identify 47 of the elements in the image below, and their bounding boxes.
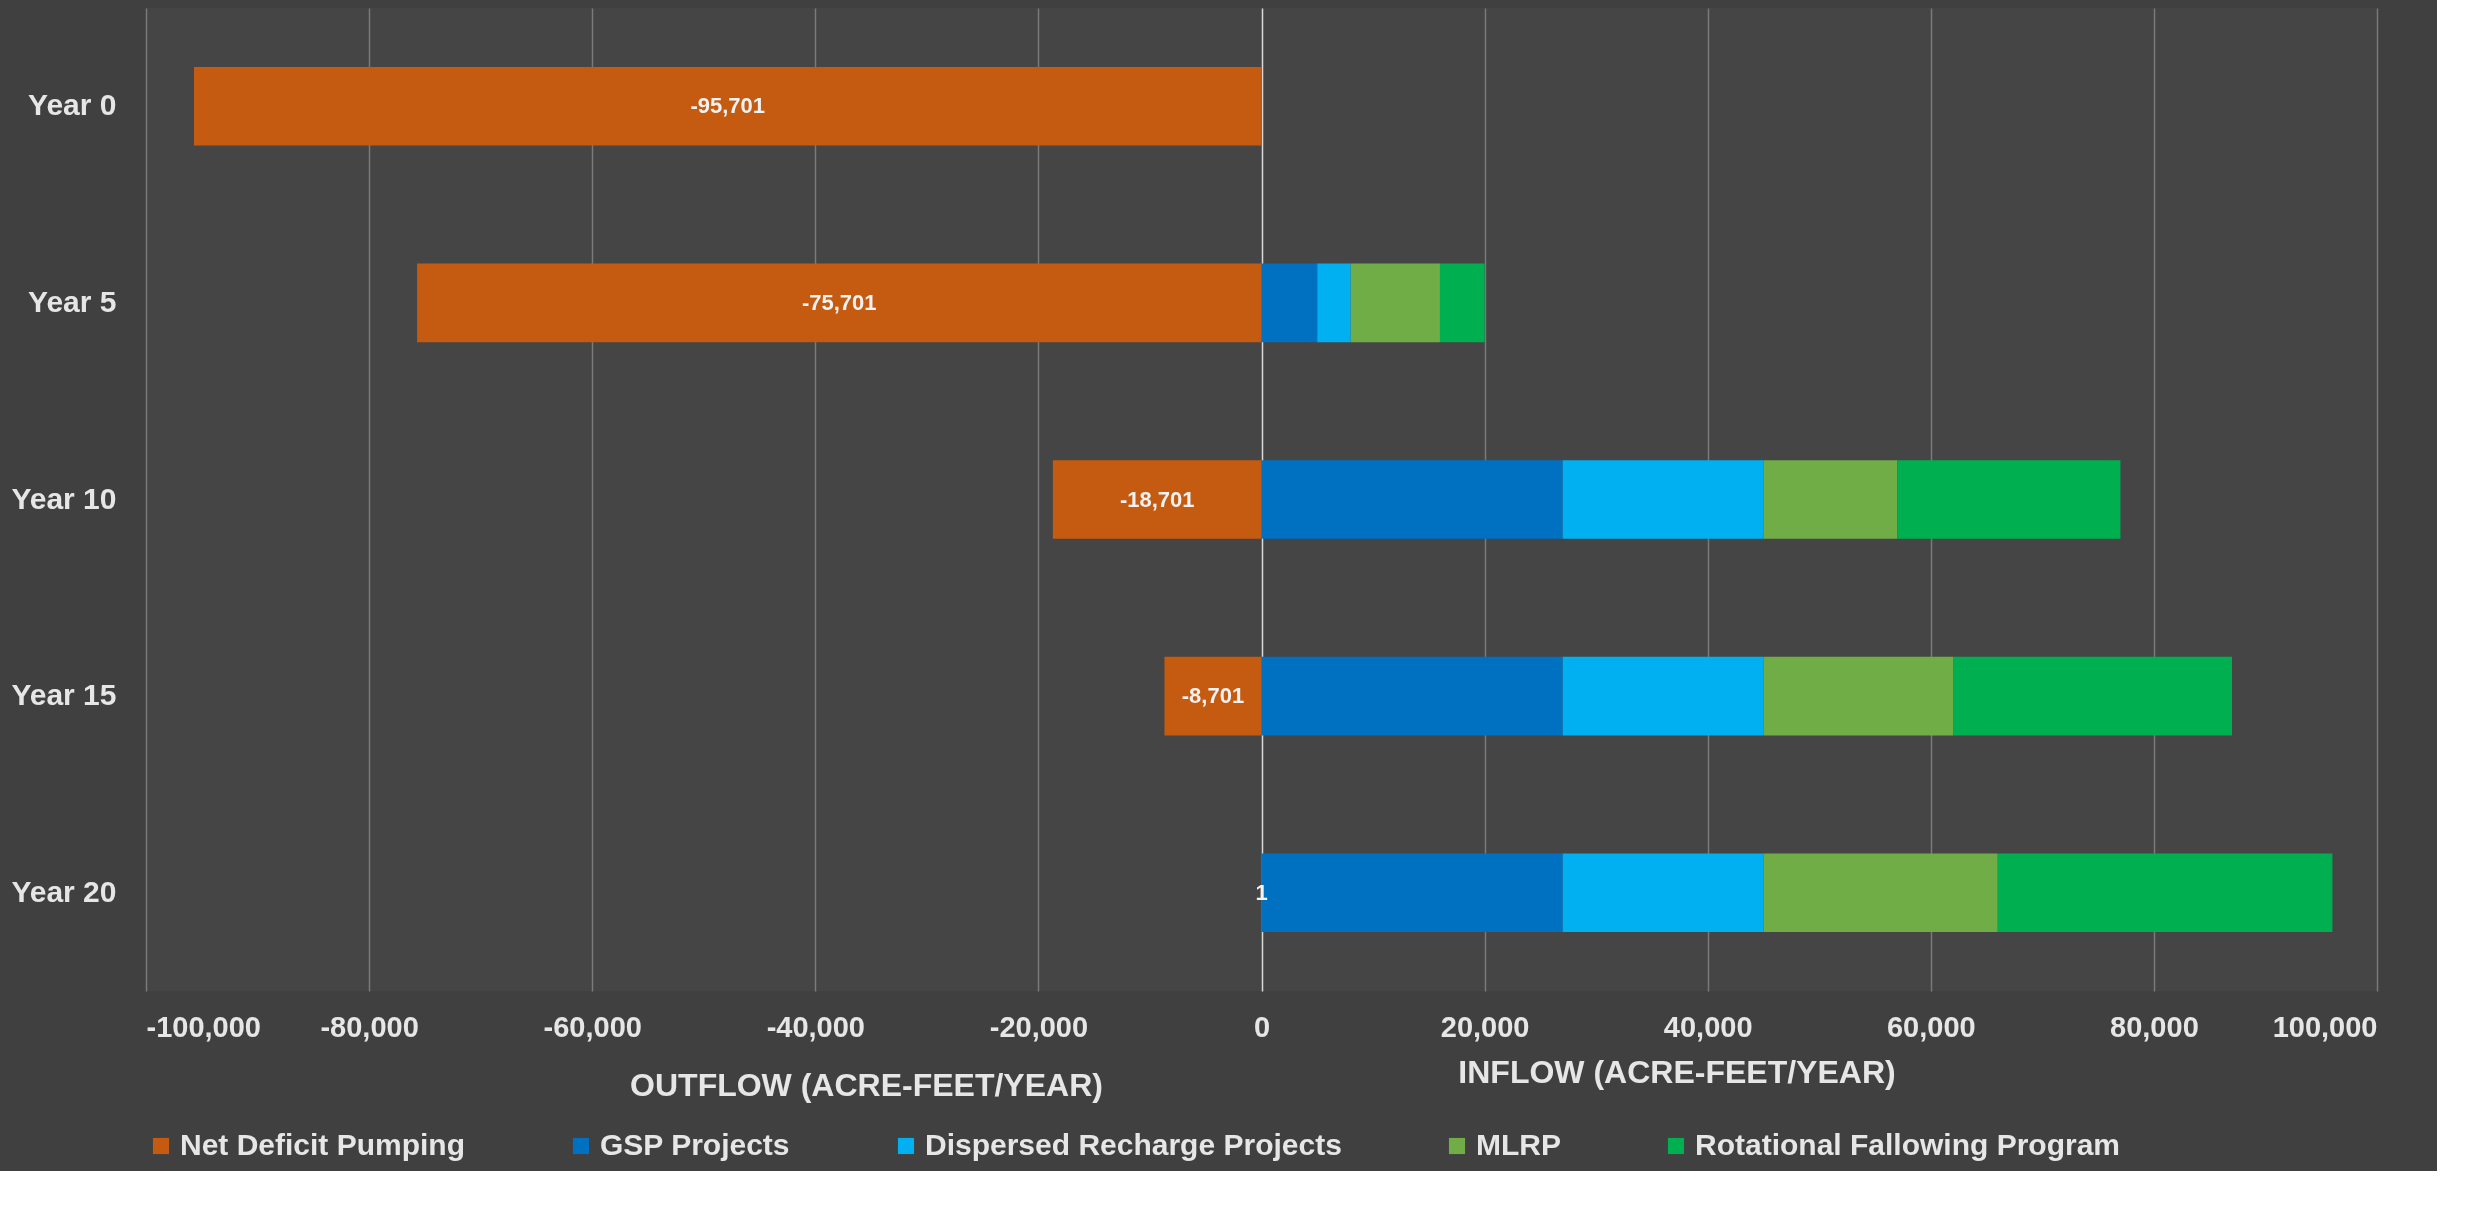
bar xyxy=(417,263,1262,343)
legend-label: Rotational Fallowing Program xyxy=(1695,1128,2121,1161)
y-tick-label: Year 0 xyxy=(28,88,117,122)
x-tick-label: 40,000 xyxy=(1663,1010,1753,1043)
x-tick-label: -40,000 xyxy=(766,1010,865,1043)
x-tick-label: 20,000 xyxy=(1440,1010,1530,1043)
legend-label: GSP Projects xyxy=(600,1128,790,1161)
data-label: -75,701 xyxy=(801,289,877,315)
y-tick-label: Year 20 xyxy=(11,874,117,908)
legend-label: Net Deficit Pumping xyxy=(180,1128,466,1161)
x-tick-label: -80,000 xyxy=(320,1010,419,1043)
data-label: -18,701 xyxy=(1119,486,1195,512)
legend-label: Dispersed Recharge Projects xyxy=(925,1128,1342,1161)
bar xyxy=(193,66,1262,146)
bar xyxy=(1997,853,2333,933)
bar xyxy=(1261,263,1318,343)
data-label: -95,701 xyxy=(690,93,766,119)
bar xyxy=(1261,656,1563,736)
x-tick-label: -20,000 xyxy=(989,1010,1089,1043)
bar xyxy=(1562,853,1764,933)
bar xyxy=(1317,263,1351,343)
bar xyxy=(1562,656,1764,736)
x-tick-label: -60,000 xyxy=(543,1010,642,1043)
bar xyxy=(1350,263,1440,343)
text: INFLOW (ACRE-FEET/YEAR) xyxy=(1458,1054,1896,1090)
x-tick-label: 60,000 xyxy=(1886,1010,1976,1043)
bar xyxy=(1562,460,1764,539)
legend-label: MLRP xyxy=(1476,1128,1561,1161)
y-tick-label: Year 15 xyxy=(11,678,117,712)
x-axis-title: OUTFLOW (ACRE-FEET/YEAR) xyxy=(630,1066,1103,1103)
x-tick-label: 0 xyxy=(1253,1010,1271,1043)
bar xyxy=(1439,263,1485,343)
x-tick-label: -100,000 xyxy=(146,1010,261,1043)
data-label: 1 xyxy=(1255,879,1268,905)
bar xyxy=(1953,656,2232,736)
bar xyxy=(1763,853,1998,933)
y-tick-label: Year 10 xyxy=(11,481,117,515)
bar xyxy=(1763,656,1954,736)
bar xyxy=(1897,460,2121,539)
x-tick-label: 100,000 xyxy=(2272,1010,2378,1043)
x-tick-label: 80,000 xyxy=(2110,1010,2199,1043)
bar xyxy=(1052,460,1262,539)
bar xyxy=(1261,460,1563,539)
y-tick-label: Year 5 xyxy=(28,284,117,318)
data-label: -8,701 xyxy=(1181,683,1245,709)
bar xyxy=(1763,460,1898,539)
bar xyxy=(1164,656,1262,736)
